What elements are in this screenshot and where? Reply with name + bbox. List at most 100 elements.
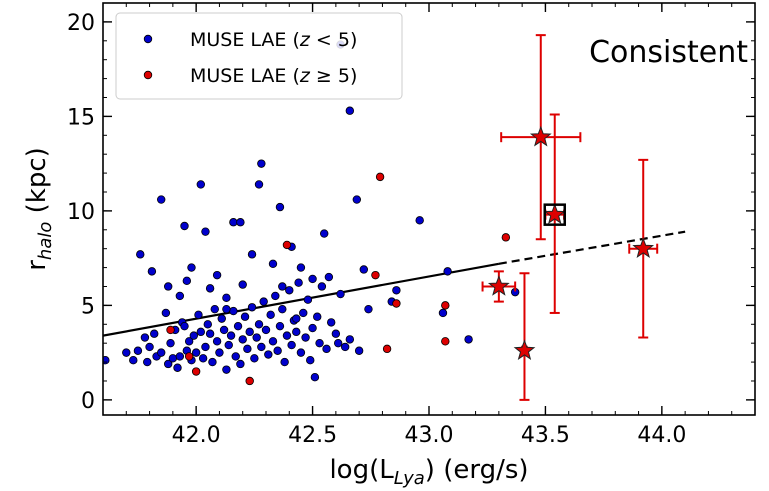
data-point-z-lt-5 — [196, 180, 205, 189]
data-point-z-lt-5 — [327, 318, 336, 327]
plot-area — [103, 34, 686, 401]
data-point-z-lt-5 — [273, 346, 282, 355]
data-point-z-lt-5 — [238, 280, 247, 289]
data-point-z-lt-5 — [245, 327, 254, 337]
data-point-z-lt-5 — [210, 304, 219, 314]
data-point-z-lt-5 — [180, 221, 189, 231]
data-point-z-lt-5 — [143, 357, 152, 367]
data-point-z-lt-5 — [254, 180, 264, 189]
data-point-z-lt-5 — [250, 354, 259, 363]
data-point-z-lt-5 — [203, 320, 212, 329]
data-point-z-lt-5 — [224, 340, 233, 350]
data-point-z-lt-5 — [315, 338, 324, 348]
data-point-z-ge-5 — [282, 240, 292, 250]
star-point-group — [543, 113, 566, 314]
data-point-z-lt-5 — [443, 267, 452, 276]
data-point-z-lt-5 — [175, 352, 185, 361]
star-point-group — [481, 270, 517, 303]
data-point-z-lt-5 — [205, 329, 215, 338]
highlight-square — [543, 203, 566, 226]
data-point-z-lt-5 — [212, 270, 222, 280]
data-point-z-lt-5 — [392, 286, 401, 295]
y-axis-label: rhalo (kpc) — [22, 147, 56, 271]
data-point-z-lt-5 — [196, 327, 205, 337]
data-point-z-lt-5 — [201, 227, 210, 236]
data-point-z-lt-5 — [229, 218, 238, 227]
data-point-z-lt-5 — [147, 267, 157, 276]
y-tick-label: 5 — [81, 294, 95, 319]
data-point-z-lt-5 — [187, 263, 196, 272]
data-point-z-lt-5 — [222, 304, 231, 314]
data-point-z-lt-5 — [173, 363, 182, 372]
legend-marker — [143, 70, 153, 80]
data-point-z-lt-5 — [324, 272, 334, 282]
star-marker — [487, 275, 510, 296]
data-point-z-lt-5 — [296, 263, 306, 272]
data-point-z-lt-5 — [331, 329, 341, 338]
data-point-z-lt-5 — [257, 159, 266, 168]
star-marker — [529, 125, 552, 147]
data-point-z-lt-5 — [359, 265, 368, 274]
data-point-z-ge-5 — [501, 233, 511, 242]
data-point-z-lt-5 — [236, 359, 245, 369]
data-point-z-lt-5 — [282, 331, 292, 340]
data-point-z-lt-5 — [129, 355, 138, 365]
data-point-z-lt-5 — [189, 331, 199, 340]
data-point-z-lt-5 — [292, 327, 301, 337]
star-marker — [543, 203, 566, 224]
star-marker — [632, 237, 655, 258]
legend-label: MUSE LAE (z ≥ 5) — [190, 65, 357, 87]
data-point-z-lt-5 — [345, 106, 355, 115]
data-point-z-lt-5 — [301, 333, 310, 342]
data-point-z-lt-5 — [322, 344, 331, 354]
data-point-z-lt-5 — [313, 312, 322, 321]
data-point-z-lt-5 — [168, 354, 178, 363]
data-point-z-lt-5 — [308, 323, 317, 333]
star-point-group — [628, 158, 659, 339]
data-point-z-lt-5 — [280, 357, 289, 367]
data-point-z-lt-5 — [287, 340, 296, 350]
data-point-z-lt-5 — [212, 337, 222, 346]
data-point-z-lt-5 — [310, 373, 320, 382]
data-point-z-lt-5 — [233, 321, 243, 331]
y-tick-label: 15 — [67, 105, 95, 130]
data-point-z-lt-5 — [145, 342, 154, 352]
data-point-z-lt-5 — [345, 335, 355, 344]
data-point-z-lt-5 — [415, 216, 424, 225]
data-point-z-lt-5 — [208, 357, 217, 367]
data-point-z-lt-5 — [140, 333, 150, 342]
data-point-z-lt-5 — [438, 308, 448, 318]
data-point-z-lt-5 — [285, 286, 294, 295]
data-point-z-lt-5 — [201, 342, 210, 352]
fit-line-dashed — [498, 230, 686, 265]
star-point-group — [513, 272, 536, 401]
data-point-z-lt-5 — [243, 344, 252, 354]
data-point-z-lt-5 — [278, 304, 287, 314]
data-point-z-lt-5 — [320, 229, 329, 238]
data-point-z-lt-5 — [352, 195, 362, 204]
data-point-z-ge-5 — [441, 337, 450, 346]
star-marker — [513, 339, 536, 360]
data-point-z-lt-5 — [205, 284, 215, 293]
data-point-z-lt-5 — [222, 365, 231, 374]
data-point-z-lt-5 — [292, 314, 301, 323]
data-point-z-ge-5 — [441, 301, 450, 310]
data-point-z-lt-5 — [252, 333, 261, 342]
data-point-z-ge-5 — [392, 299, 401, 308]
data-point-z-lt-5 — [163, 359, 173, 369]
data-point-z-lt-5 — [215, 348, 224, 357]
data-point-z-lt-5 — [238, 335, 247, 344]
data-point-z-lt-5 — [268, 259, 278, 269]
annotation-label: Consistent — [589, 35, 748, 70]
data-point-z-lt-5 — [157, 195, 166, 204]
data-point-z-lt-5 — [184, 337, 194, 346]
data-point-z-ge-5 — [191, 367, 201, 376]
legend: MUSE LAE (z < 5) MUSE LAE (z ≥ 5) — [115, 12, 403, 100]
data-point-z-lt-5 — [226, 331, 236, 340]
data-point-z-lt-5 — [336, 289, 345, 299]
legend-box — [115, 12, 403, 100]
data-point-z-lt-5 — [194, 310, 203, 320]
data-point-z-ge-5 — [375, 172, 385, 182]
data-point-z-lt-5 — [364, 304, 373, 314]
